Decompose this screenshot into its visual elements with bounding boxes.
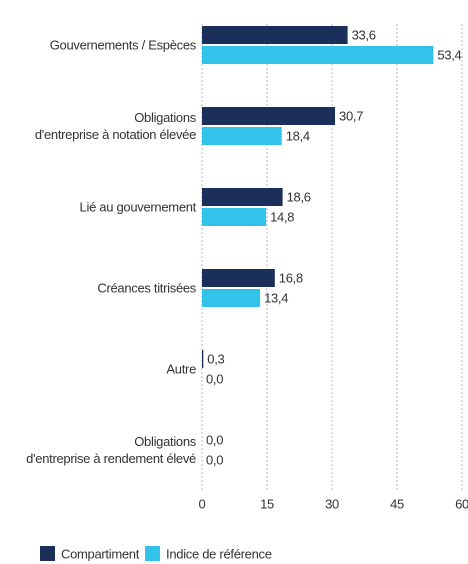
category-label: Obligations d'entreprise à notation élev… <box>34 110 196 142</box>
bar <box>202 188 283 206</box>
category-label: Autre <box>166 361 196 377</box>
bar <box>202 46 434 64</box>
x-tick-label: 15 <box>260 496 274 511</box>
x-tick-label: 60 <box>455 496 468 511</box>
x-tick-label: 0 <box>199 496 206 511</box>
legend-swatch <box>40 546 55 561</box>
category-label: Gouvernements / Espèces <box>49 37 197 53</box>
value-label: 18,4 <box>286 128 310 143</box>
category-label: Lié au gouvernement <box>79 199 197 215</box>
value-label: 16,8 <box>279 270 303 285</box>
legend-label: Compartiment <box>61 546 140 561</box>
bar <box>202 208 267 226</box>
value-label: 0,0 <box>206 371 223 386</box>
value-label: 30,7 <box>339 108 363 123</box>
bar <box>202 26 348 44</box>
bar <box>202 350 204 368</box>
value-label: 0,3 <box>207 351 224 366</box>
value-label: 33,6 <box>352 27 376 42</box>
value-label: 0,0 <box>206 452 223 467</box>
x-tick-label: 45 <box>390 496 404 511</box>
legend-label: Indice de référence <box>166 546 272 561</box>
value-label: 0,0 <box>206 432 223 447</box>
bar <box>202 289 261 307</box>
category-label: Créances titrisées <box>97 280 196 296</box>
bar <box>202 127 282 145</box>
bar <box>202 269 275 287</box>
value-label: 13,4 <box>264 290 288 305</box>
x-tick-label: 30 <box>325 496 339 511</box>
value-label: 14,8 <box>270 209 294 224</box>
bar <box>202 107 336 125</box>
value-label: 18,6 <box>287 189 311 204</box>
category-label: Obligations d'entreprise à rendement éle… <box>26 434 196 466</box>
value-label: 53,4 <box>437 47 461 62</box>
legend-swatch <box>145 546 161 561</box>
